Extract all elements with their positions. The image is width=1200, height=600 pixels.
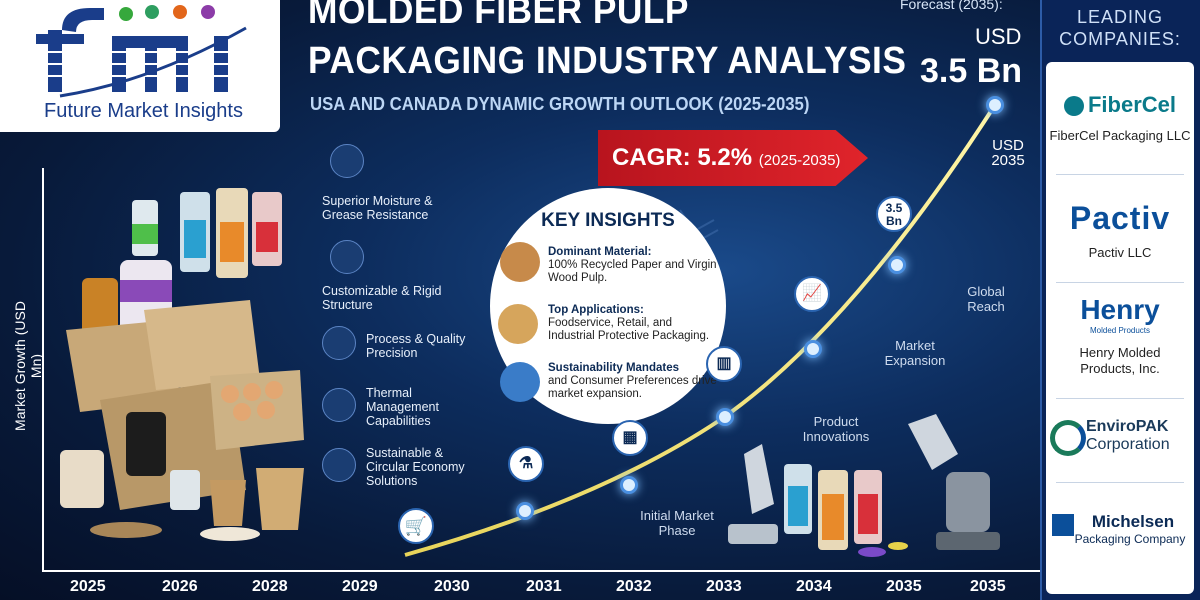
- forecast-label: Forecast (2035):: [900, 0, 1003, 12]
- moisture-drop-icon: [330, 144, 364, 178]
- y-axis-line: [42, 168, 44, 572]
- packaging-products-illustration: [60, 188, 304, 541]
- curve-end-label: USD 2035: [991, 137, 1025, 169]
- henry-logo-sub: Molded Products: [1089, 326, 1151, 335]
- flask-icon: ⚗: [508, 446, 544, 482]
- cagr-text: CAGR: 5.2% (2025-2035): [612, 144, 840, 172]
- year-label: 2034: [796, 578, 832, 595]
- year-label: 2031: [526, 578, 562, 595]
- brand-logo: [0, 0, 280, 132]
- key-insights-title: KEY INSIGHTS: [541, 210, 675, 231]
- enviropak-logo: EnviroPAK: [1086, 418, 1169, 435]
- recycle-icon: [322, 448, 356, 482]
- companies-title: LEADING COMPANIES:: [1059, 7, 1181, 49]
- x-axis-line: [42, 570, 1042, 572]
- michelsen-icon: [1052, 514, 1074, 536]
- globe-icon: [500, 362, 540, 402]
- divider: [1056, 174, 1184, 175]
- brand-name: Future Market Insights: [44, 100, 243, 122]
- label-product-innovations: Product Innovations: [802, 414, 870, 444]
- company-name: FiberCel Packaging LLC: [1049, 128, 1191, 143]
- feature-precision: Process & Quality Precision: [366, 332, 466, 360]
- page-subtitle: USA AND CANADA DYNAMIC GROWTH OUTLOOK (2…: [310, 94, 810, 114]
- feature-structure: Customizable & Rigid Structure: [322, 284, 442, 312]
- curve-node: [620, 476, 638, 494]
- company-pactiv: Pactiv Pactiv LLC: [1046, 200, 1194, 261]
- divider: [1056, 482, 1184, 483]
- year-label: 2030: [434, 578, 470, 595]
- company-enviropak: EnviroPAK Corporation: [1046, 418, 1194, 456]
- lab-equipment-illustration: [728, 414, 1000, 557]
- cart-icon: 🛒: [398, 508, 434, 544]
- cagr-period: (2025-2035): [758, 152, 841, 169]
- fibercel-logo: FiberCel: [1046, 92, 1194, 118]
- thermometer-icon: [322, 388, 356, 422]
- curve-node-end: [986, 96, 1004, 114]
- building-icon: ▥: [706, 346, 742, 382]
- cagr-value: CAGR: 5.2%: [612, 144, 753, 171]
- insight-applications: Top Applications: Foodservice, Retail, an…: [548, 304, 710, 342]
- henry-logo: Henry: [1080, 294, 1160, 325]
- food-container-icon: [498, 304, 538, 344]
- page-title-line-1: MOLDED FIBER PULP: [308, 0, 689, 32]
- company-name: Pactiv LLC: [1088, 245, 1152, 260]
- forecast-value: 3.5 Bn: [920, 52, 1023, 90]
- feature-moisture: Superior Moisture & Grease Resistance: [322, 194, 433, 222]
- curve-node: [888, 256, 906, 274]
- fmi-logo-graphic: [30, 5, 247, 98]
- year-label: 2025: [70, 578, 106, 595]
- curve-node: [716, 408, 734, 426]
- year-label: 2028: [252, 578, 288, 595]
- year-label: 2026: [162, 578, 198, 595]
- pactiv-logo: Pactiv: [1069, 200, 1171, 236]
- year-label: 2032: [616, 578, 652, 595]
- layers-icon: [330, 240, 364, 274]
- year-label: 2035: [886, 578, 922, 595]
- company-name: Henry Molded Products, Inc.: [1079, 345, 1161, 376]
- divider: [1056, 398, 1184, 399]
- growth-chart-icon: 📈: [794, 276, 830, 312]
- companies-list: FiberCel FiberCel Packaging LLC Pactiv P…: [1046, 62, 1194, 594]
- feature-thermal: Thermal Management Capabilities: [366, 386, 439, 428]
- divider: [1056, 282, 1184, 283]
- year-label: 2035: [970, 578, 1006, 595]
- company-fibercel: FiberCel FiberCel Packaging LLC: [1046, 92, 1194, 144]
- pin-value: 3.5 Bn: [876, 196, 912, 232]
- company-henry: Henry Molded Products Henry Molded Produ…: [1046, 294, 1194, 377]
- page-title-line-2: PACKAGING INDUSTRY ANALYSIS: [308, 40, 907, 82]
- cagr-arrow: [598, 130, 868, 186]
- company-michelsen: Michelsen Packaging Company: [1046, 512, 1194, 546]
- curve-node: [804, 340, 822, 358]
- forecast-currency: USD: [975, 24, 1022, 49]
- insight-material: Dominant Material: 100% Recycled Paper an…: [548, 246, 717, 284]
- label-global-reach: Global Reach: [967, 284, 1005, 314]
- enviropak-icon: [1050, 420, 1086, 456]
- michelsen-logo-sub: Packaging Company: [1074, 532, 1186, 546]
- year-label: 2029: [342, 578, 378, 595]
- enviropak-logo-sub: Corporation: [1086, 436, 1170, 453]
- curve-node: [516, 502, 534, 520]
- year-label: 2033: [706, 578, 742, 595]
- michelsen-logo: Michelsen: [1091, 512, 1175, 531]
- feature-sustainable: Sustainable & Circular Economy Solutions: [366, 446, 465, 488]
- insight-sustainability: Sustainability Mandates and Consumer Pref…: [548, 362, 717, 400]
- factory-icon: ▦: [612, 420, 648, 456]
- label-market-expansion: Market Expansion: [884, 338, 946, 368]
- label-initial-phase: Initial Market Phase: [640, 508, 714, 538]
- gear-icon: [322, 326, 356, 360]
- wood-material-icon: [500, 242, 540, 282]
